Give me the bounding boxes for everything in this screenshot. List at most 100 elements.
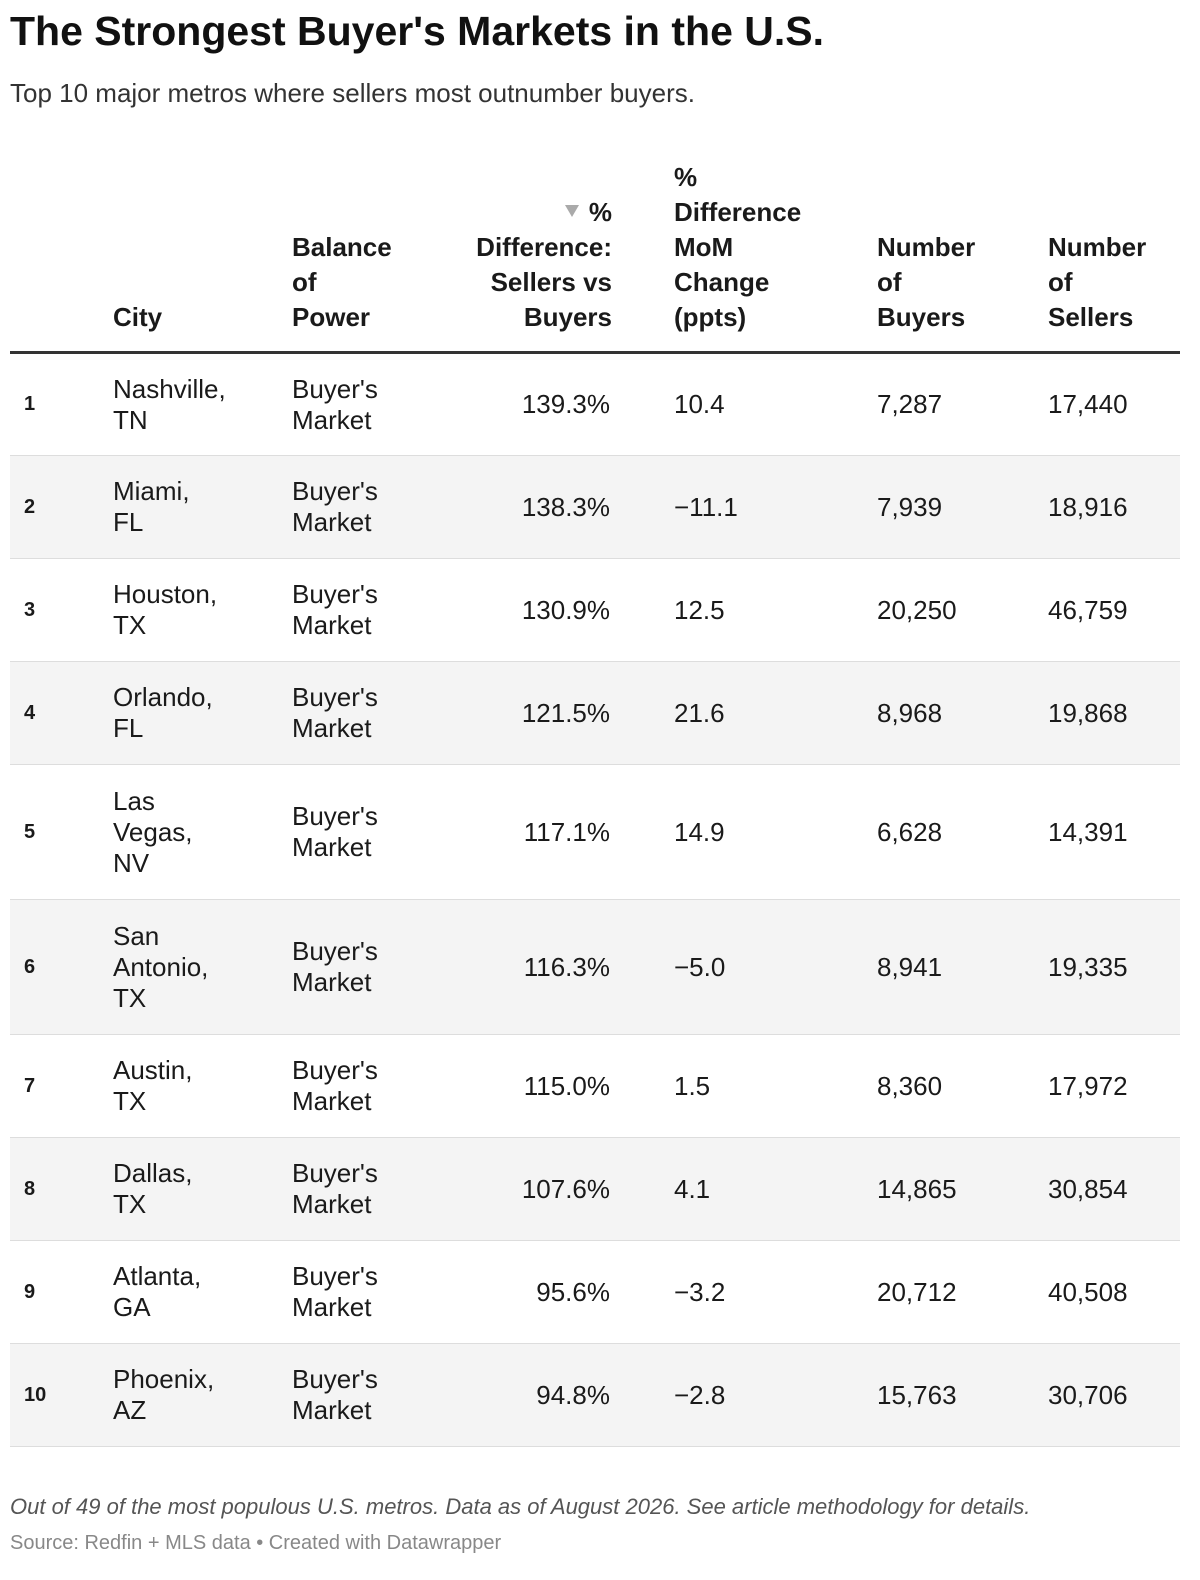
pct-difference-text: 138.3% [521, 491, 610, 522]
table-cell: 8,968 [813, 661, 984, 765]
sellers-text: 14,391 [1048, 816, 1128, 847]
table-cell: 117.1% [462, 764, 610, 900]
balance-of-power-text: Buyer's Market [292, 373, 378, 435]
table-cell: 19,335 [984, 899, 1180, 1035]
rank-text: 8 [24, 1177, 36, 1200]
mom-change-text: 12.5 [674, 594, 725, 625]
city-text: Miami, FL [113, 476, 190, 537]
column-header: Number of Sellers [984, 160, 1180, 354]
rank-text: 1 [24, 393, 36, 415]
header-text: City [113, 302, 163, 332]
table-cell: 94.8% [462, 1343, 610, 1447]
table-cell: 14.9 [610, 764, 813, 900]
source: Source: Redfin + MLS data • Created with… [10, 1532, 502, 1554]
table-cell: Buyer's Market [292, 1137, 462, 1241]
table-cell: 121.5% [462, 661, 610, 765]
balance-of-power-text: Buyer's Market [292, 936, 378, 997]
table-cell: 15,763 [813, 1343, 984, 1447]
buyers-text: 15,763 [877, 1379, 957, 1410]
table-cell: 7 [10, 1034, 113, 1138]
table-cell: Buyer's Market [292, 661, 462, 765]
city-text: Las Vegas, NV [113, 785, 193, 878]
data-table: City Balance of Power % Difference: Sell… [10, 160, 1180, 1447]
table-cell: 8 [10, 1137, 113, 1241]
table-cell: 12.5 [610, 558, 813, 662]
buyers-text: 8,941 [877, 951, 943, 982]
header-wrap: % Difference: Sellers vs Buyers [462, 195, 612, 335]
table-cell: Buyer's Market [292, 764, 462, 900]
table-row: 1 Nashville, TN Buyer's Market 139.3% 10.4 7,… [10, 352, 1180, 456]
city-text: San Antonio, TX [113, 920, 209, 1013]
sellers-text: 46,759 [1048, 594, 1128, 625]
table-cell: 138.3% [462, 455, 610, 559]
column-header: Number of Buyers [813, 160, 984, 354]
table-row: 6 San Antonio, TX Buyer's Market 116.3% −5.0… [10, 899, 1180, 1035]
rank-text: 9 [24, 1280, 36, 1303]
table-cell: 4 [10, 661, 113, 765]
table-row: 3 Houston, TX Buyer's Market 130.9% 12.5 20,2… [10, 558, 1180, 662]
table-cell: 2 [10, 455, 113, 559]
sellers-text: 40,508 [1048, 1276, 1128, 1307]
rank-header [10, 160, 113, 354]
rank-text: 4 [24, 701, 36, 724]
buyers-text: 6,628 [877, 816, 943, 847]
rank-text: 10 [24, 1383, 47, 1406]
table-cell: 18,916 [984, 455, 1180, 559]
table-cell: 4.1 [610, 1137, 813, 1241]
balance-of-power-text: Buyer's Market [292, 579, 378, 640]
city-text: Orlando, FL [113, 682, 213, 743]
city-text: Austin, TX [113, 1055, 193, 1116]
table-cell: 20,250 [813, 558, 984, 662]
table-cell: 30,854 [984, 1137, 1180, 1241]
table-cell: 7,939 [813, 455, 984, 559]
buyers-text: 20,712 [877, 1276, 957, 1307]
table-cell: 14,391 [984, 764, 1180, 900]
column-header[interactable]: % Difference: Sellers vs Buyers [462, 160, 612, 354]
balance-of-power-text: Buyer's Market [292, 1364, 378, 1425]
header-text: Number of Buyers [877, 232, 976, 332]
column-header: City [113, 160, 292, 354]
rank-text: 7 [24, 1074, 36, 1097]
table-cell: 46,759 [984, 558, 1180, 662]
table-cell: −5.0 [610, 899, 813, 1035]
rank-text: 3 [24, 598, 36, 621]
table-cell: 30,706 [984, 1343, 1180, 1447]
table-cell: 3 [10, 558, 113, 662]
column-header: % Difference MoM Change (ppts) [610, 160, 813, 354]
mom-change-text: 10.4 [674, 389, 725, 419]
table-cell: Atlanta, GA [113, 1240, 292, 1344]
buyers-text: 8,360 [877, 1070, 943, 1101]
table-cell: −3.2 [610, 1240, 813, 1344]
table-cell: Buyer's Market [292, 352, 462, 456]
rank-text: 5 [24, 820, 36, 843]
mom-change-text: −2.8 [674, 1379, 726, 1410]
pct-difference-text: 130.9% [521, 594, 610, 625]
table-cell: 21.6 [610, 661, 813, 765]
table-row: 8 Dallas, TX Buyer's Market 107.6% 4.1 14,865… [10, 1137, 1180, 1241]
sellers-text: 19,868 [1048, 697, 1128, 728]
table-cell: Phoenix, AZ [113, 1343, 292, 1447]
balance-of-power-text: Buyer's Market [292, 1261, 378, 1322]
mom-change-text: 4.1 [674, 1173, 711, 1204]
city-text: Atlanta, GA [113, 1261, 202, 1322]
table-cell: 8,360 [813, 1034, 984, 1138]
table-cell: Buyer's Market [292, 558, 462, 662]
table-cell: 8,941 [813, 899, 984, 1035]
mom-change-text: −5.0 [674, 951, 726, 982]
pct-difference-text: 107.6% [521, 1173, 610, 1204]
table-cell: 9 [10, 1240, 113, 1344]
table-cell: 10 [10, 1343, 113, 1447]
table-row: 4 Orlando, FL Buyer's Market 121.5% 21.6 8,96… [10, 661, 1180, 765]
table-cell: Buyer's Market [292, 1034, 462, 1138]
table-cell: 95.6% [462, 1240, 610, 1344]
column-header: Balance of Power [292, 160, 462, 354]
table-cell: 6,628 [813, 764, 984, 900]
table-cell: 115.0% [462, 1034, 610, 1138]
buyers-text: 8,968 [877, 697, 943, 728]
table-cell: −2.8 [610, 1343, 813, 1447]
city-text: Phoenix, AZ [113, 1364, 215, 1425]
pct-difference-text: 115.0% [523, 1070, 610, 1101]
table-cell: Orlando, FL [113, 661, 292, 765]
mom-change-text: −11.1 [674, 491, 738, 522]
